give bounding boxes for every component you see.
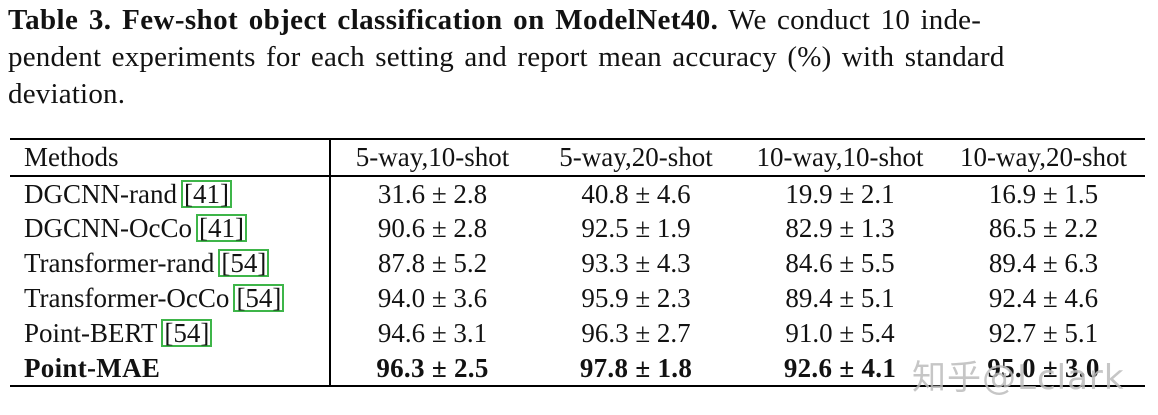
- column-header-5way-20shot: 5-way,20-shot: [559, 142, 713, 172]
- header-row: Methods 5-way,10-shot 5-way,20-shot 10-w…: [10, 139, 1145, 176]
- value-cell: 84.6 ± 5.5: [785, 248, 895, 278]
- table-row-point-mae: Point-MAE 96.3 ± 2.5 97.8 ± 1.8 92.6 ± 4…: [10, 351, 1145, 386]
- value-cell: 95.0 ± 3.0: [987, 352, 1100, 383]
- value-cell: 91.0 ± 5.4: [785, 318, 895, 348]
- column-header-10way-20shot: 10-way,20-shot: [960, 142, 1127, 172]
- value-cell: 16.9 ± 1.5: [988, 178, 1099, 209]
- method-name: DGCNN-rand: [24, 178, 177, 209]
- method-name: Transformer-rand: [24, 248, 215, 278]
- value-cell: 92.6 ± 4.1: [783, 352, 897, 383]
- caption-text-1: We conduct 10 inde-: [718, 4, 982, 36]
- method-cell: DGCNN-rand [41]: [10, 176, 331, 211]
- value-cell: 31.6 ± 2.8: [377, 178, 488, 209]
- value-cell: 96.3 ± 2.5: [376, 352, 489, 383]
- table-row-dgcnn-occo: DGCNN-OcCo [41] 90.6 ± 2.8 92.5 ± 1.9 82.…: [10, 211, 1145, 246]
- value-cell: 89.4 ± 6.3: [988, 248, 1099, 278]
- method-name: Transformer-OcCo: [24, 283, 230, 313]
- method-name: Point-MAE: [24, 352, 161, 383]
- method-name: DGCNN-OcCo: [24, 213, 192, 243]
- value-cell: 92.4 ± 4.6: [988, 283, 1099, 313]
- value-cell: 92.7 ± 5.1: [988, 318, 1099, 348]
- caption-line-3: deviation.: [8, 78, 126, 110]
- table-row-transformer-occo: Transformer-OcCo [54] 94.0 ± 3.6 95.9 ± 2…: [10, 281, 1145, 316]
- value-cell: 89.4 ± 5.1: [785, 283, 895, 313]
- caption-line-1: Table 3. Few-shot object classification …: [8, 2, 1152, 39]
- value-cell: 92.5 ± 1.9: [581, 213, 691, 243]
- value-cell: 90.6 ± 2.8: [377, 213, 488, 243]
- results-table: Methods 5-way,10-shot 5-way,20-shot 10-w…: [10, 138, 1145, 387]
- citation-link[interactable]: [41]: [180, 179, 232, 208]
- value-cell: 40.8 ± 4.6: [581, 178, 691, 209]
- column-header-10way-10shot: 10-way,10-shot: [756, 142, 924, 172]
- value-cell: 19.9 ± 2.1: [785, 178, 895, 209]
- method-cell: DGCNN-OcCo [41]: [10, 211, 331, 246]
- citation-link[interactable]: [54]: [218, 249, 270, 277]
- value-cell: 96.3 ± 2.7: [581, 318, 691, 348]
- value-cell: 94.6 ± 3.1: [377, 318, 488, 348]
- value-cell: 97.8 ± 1.8: [579, 352, 693, 383]
- method-cell: Point-BERT [54]: [10, 316, 331, 351]
- value-cell: 87.8 ± 5.2: [377, 248, 488, 278]
- method-cell: Transformer-rand [54]: [10, 246, 331, 281]
- citation-link[interactable]: [54]: [161, 319, 213, 347]
- value-cell: 94.0 ± 3.6: [377, 283, 488, 313]
- value-cell: 82.9 ± 1.3: [785, 213, 895, 243]
- method-name: Point-BERT: [24, 318, 158, 348]
- table-row-transformer-rand: Transformer-rand [54] 87.8 ± 5.2 93.3 ± 4…: [10, 246, 1145, 281]
- method-cell: Transformer-OcCo [54]: [10, 281, 331, 316]
- value-cell: 95.9 ± 2.3: [581, 283, 691, 313]
- citation-link[interactable]: [41]: [196, 214, 247, 242]
- table-row-dgcnn-rand: DGCNN-rand [41] 31.6 ± 2.8 40.8 ± 4.6 19.…: [10, 176, 1145, 211]
- caption-title: Table 3. Few-shot object classification …: [8, 4, 719, 36]
- column-header-5way-10shot: 5-way,10-shot: [355, 142, 510, 172]
- citation-link[interactable]: [54]: [233, 284, 285, 312]
- value-cell: 93.3 ± 4.3: [581, 248, 691, 278]
- table-row-point-bert: Point-BERT [54] 94.6 ± 3.1 96.3 ± 2.7 91.…: [10, 316, 1145, 351]
- column-header-methods: Methods: [10, 139, 331, 176]
- value-cell: 86.5 ± 2.2: [988, 213, 1099, 243]
- method-cell: Point-MAE: [10, 351, 331, 386]
- caption-line-2: pendent experiments for each setting and…: [8, 41, 1005, 73]
- table-caption: Table 3. Few-shot object classification …: [8, 2, 1152, 113]
